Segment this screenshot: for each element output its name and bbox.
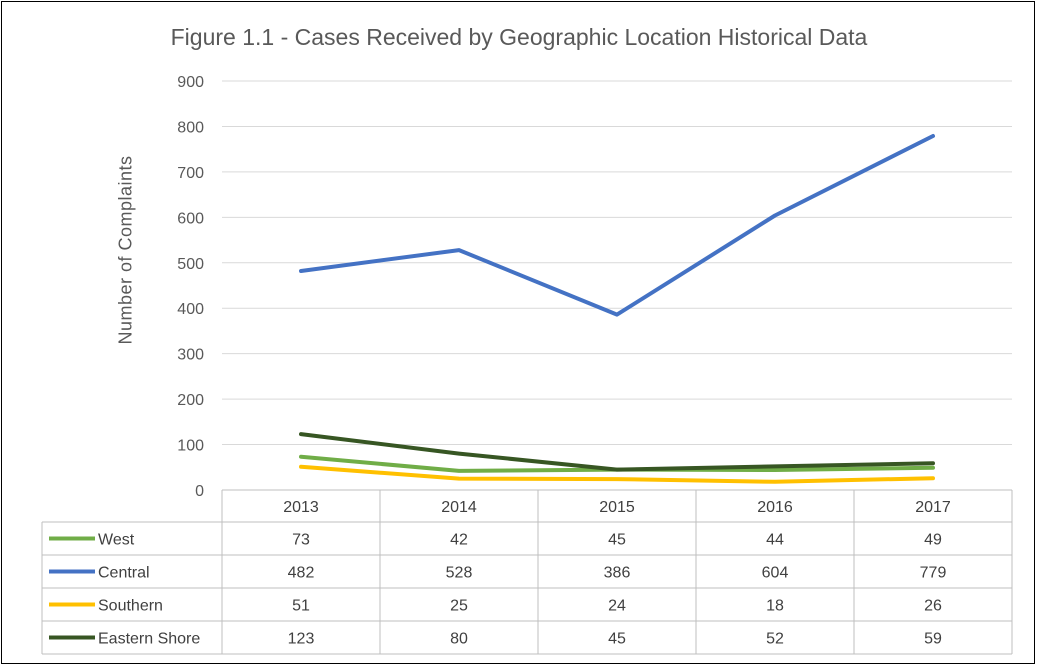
data-label: 482 (288, 565, 315, 582)
data-label: 779 (920, 565, 947, 582)
data-label: 80 (450, 631, 468, 648)
y-tick-label: 200 (177, 392, 204, 409)
data-label: 123 (288, 631, 315, 648)
x-tick-label: 2017 (915, 499, 951, 516)
data-label: 44 (766, 532, 784, 549)
y-tick-label: 600 (177, 210, 204, 227)
y-tick-label: 500 (177, 256, 204, 273)
series-line (299, 464, 935, 484)
y-tick-label: 800 (177, 119, 204, 136)
data-label: 18 (766, 598, 784, 615)
table-row-label: West (98, 532, 135, 549)
y-tick-label: 300 (177, 347, 204, 364)
y-tick-label: 100 (177, 438, 204, 455)
data-label: 52 (766, 631, 784, 648)
x-tick-label: 2014 (441, 499, 477, 516)
table-row-label: Southern (98, 598, 163, 615)
chart-title: Figure 1.1 - Cases Received by Geographi… (170, 24, 868, 50)
series-line (299, 134, 935, 317)
data-label: 73 (292, 532, 310, 549)
data-label: 59 (924, 631, 942, 648)
x-tick-label: 2013 (283, 499, 319, 516)
x-tick-label: 2016 (757, 499, 793, 516)
y-tick-label: 700 (177, 165, 204, 182)
table-row-label: Central (98, 565, 150, 582)
data-label: 51 (292, 598, 310, 615)
series-line (299, 432, 935, 472)
data-label: 49 (924, 532, 942, 549)
y-tick-label: 400 (177, 301, 204, 318)
data-label: 26 (924, 598, 942, 615)
data-label: 604 (762, 565, 789, 582)
data-label: 24 (608, 598, 626, 615)
x-tick-label: 2015 (599, 499, 635, 516)
y-tick-label: 0 (195, 483, 204, 500)
data-label: 386 (604, 565, 631, 582)
data-label: 45 (608, 631, 626, 648)
table-row-label: Eastern Shore (98, 631, 200, 648)
data-label: 45 (608, 532, 626, 549)
y-tick-label: 900 (177, 74, 204, 91)
data-label: 25 (450, 598, 468, 615)
data-label: 42 (450, 532, 468, 549)
data-label: 528 (446, 565, 473, 582)
